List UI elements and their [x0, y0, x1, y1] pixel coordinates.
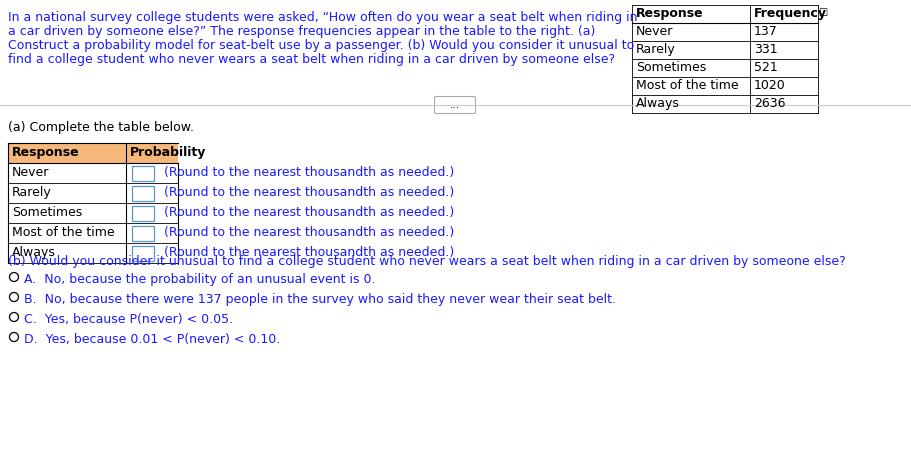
Text: D.  Yes, because 0.01 < P(never) < 0.10.: D. Yes, because 0.01 < P(never) < 0.10.	[24, 333, 281, 346]
Text: 137: 137	[754, 25, 778, 38]
Text: Response: Response	[636, 7, 703, 20]
Text: Sometimes: Sometimes	[12, 206, 82, 219]
Text: Always: Always	[12, 246, 56, 259]
FancyBboxPatch shape	[132, 246, 154, 260]
FancyBboxPatch shape	[8, 143, 178, 163]
Text: ...: ...	[450, 100, 460, 110]
Text: (Round to the nearest thousandth as needed.): (Round to the nearest thousandth as need…	[164, 206, 455, 219]
Text: C.  Yes, because P(never) < 0.05.: C. Yes, because P(never) < 0.05.	[24, 313, 233, 326]
Text: A.  No, because the probability of an unusual event is 0.: A. No, because the probability of an unu…	[24, 273, 375, 286]
Text: (Round to the nearest thousandth as needed.): (Round to the nearest thousandth as need…	[164, 246, 455, 259]
Text: Rarely: Rarely	[12, 186, 52, 199]
Text: a car driven by someone else?” The response frequencies appear in the table to t: a car driven by someone else?” The respo…	[8, 25, 596, 38]
Text: (Round to the nearest thousandth as needed.): (Round to the nearest thousandth as need…	[164, 166, 455, 179]
Text: Frequency: Frequency	[754, 7, 827, 20]
Text: Most of the time: Most of the time	[12, 226, 115, 239]
Text: 331: 331	[754, 43, 778, 56]
Text: Never: Never	[636, 25, 673, 38]
Text: Rarely: Rarely	[636, 43, 676, 56]
FancyBboxPatch shape	[132, 226, 154, 241]
Text: 1020: 1020	[754, 79, 786, 92]
Text: B.  No, because there were 137 people in the survey who said they never wear the: B. No, because there were 137 people in …	[24, 293, 616, 306]
Text: (Round to the nearest thousandth as needed.): (Round to the nearest thousandth as need…	[164, 226, 455, 239]
Text: find a college student who never wears a seat belt when riding in a car driven b: find a college student who never wears a…	[8, 53, 615, 66]
Text: (a) Complete the table below.: (a) Complete the table below.	[8, 121, 194, 134]
Text: 521: 521	[754, 61, 778, 74]
Text: Sometimes: Sometimes	[636, 61, 706, 74]
Text: Most of the time: Most of the time	[636, 79, 739, 92]
FancyBboxPatch shape	[132, 165, 154, 180]
Text: Construct a probability model for seat-belt use by a passenger. (b) Would you co: Construct a probability model for seat-b…	[8, 39, 634, 52]
Text: 2636: 2636	[754, 97, 785, 110]
Text: □: □	[818, 7, 827, 17]
Text: Always: Always	[636, 97, 680, 110]
Text: Probability: Probability	[130, 146, 207, 159]
FancyBboxPatch shape	[132, 206, 154, 221]
Text: In a national survey college students were asked, “How often do you wear a seat : In a national survey college students we…	[8, 11, 638, 24]
Text: (b) Would you consider it unusual to find a college student who never wears a se: (b) Would you consider it unusual to fin…	[8, 255, 845, 268]
Text: Never: Never	[12, 166, 49, 179]
Text: Response: Response	[12, 146, 79, 159]
Text: (Round to the nearest thousandth as needed.): (Round to the nearest thousandth as need…	[164, 186, 455, 199]
FancyBboxPatch shape	[435, 96, 476, 114]
FancyBboxPatch shape	[132, 185, 154, 201]
